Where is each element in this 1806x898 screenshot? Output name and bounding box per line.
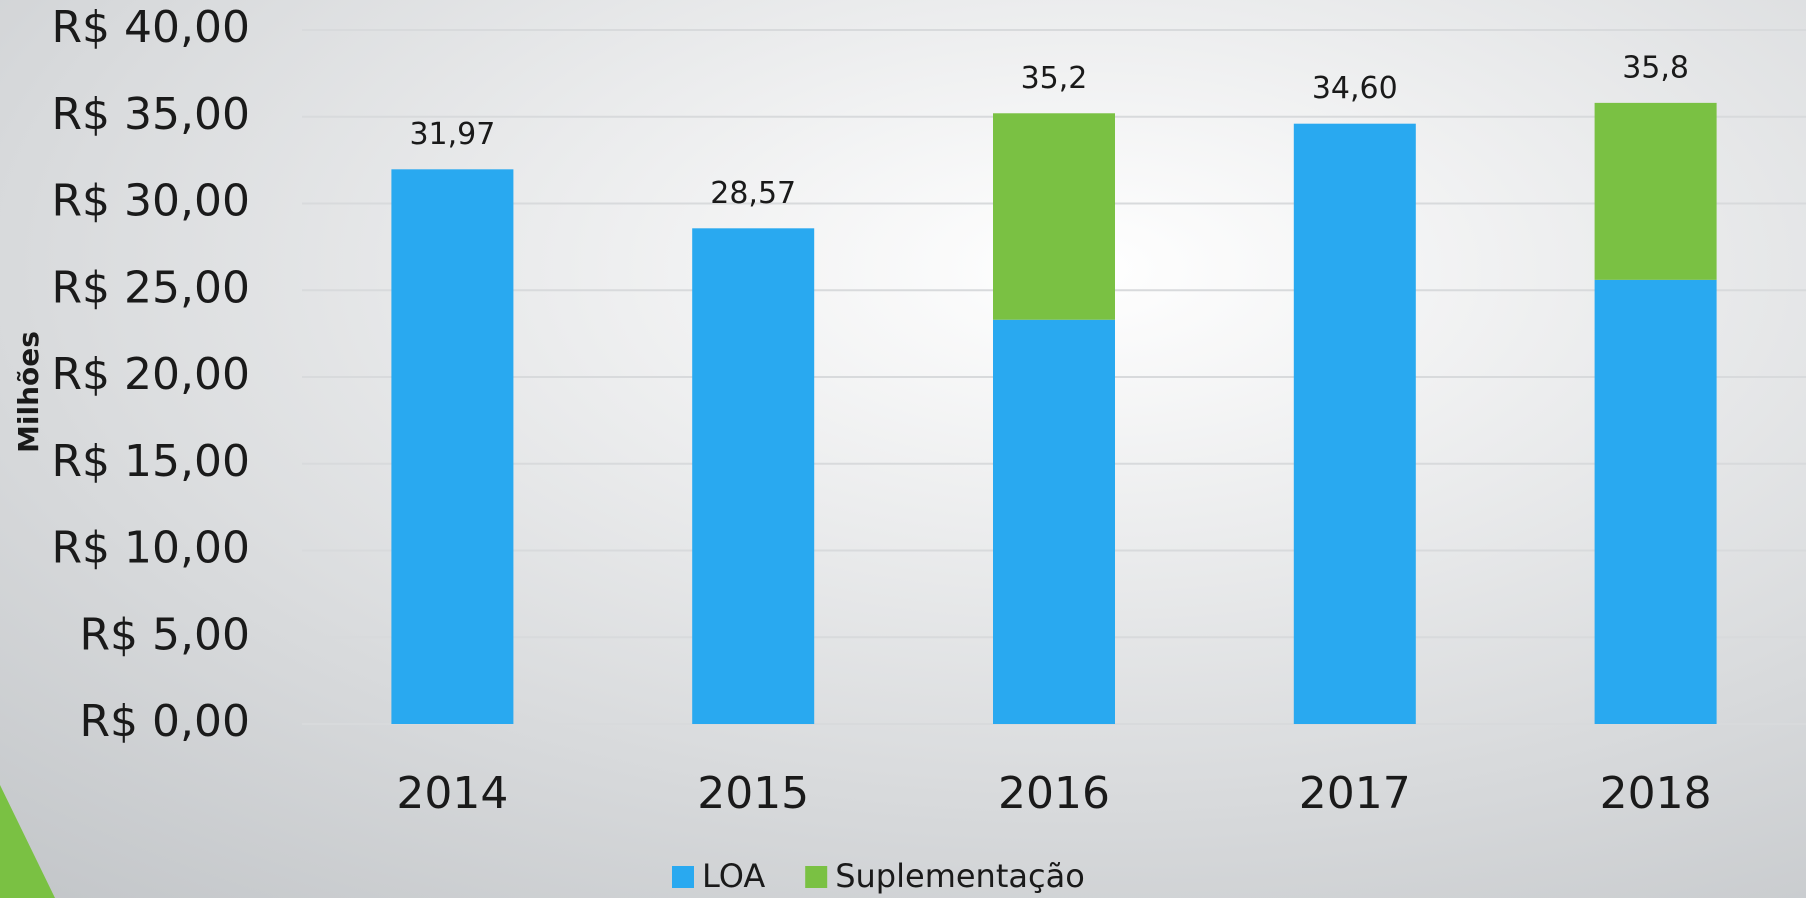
x-tick-label: 2014 [396,768,508,819]
y-axis-label: Milhões [12,331,45,453]
total-label: 35,2 [1021,61,1088,96]
total-label: 35,8 [1622,50,1689,85]
bar-segment [1594,102,1717,280]
legend-swatch [805,866,828,888]
total-label: 31,97 [409,117,495,152]
bar-segment [1594,279,1717,724]
y-tick-label: R$ 35,00 [51,89,250,140]
y-tick-label: R$ 15,00 [51,436,250,487]
y-tick-label: R$ 25,00 [51,262,250,313]
legend-swatch [672,866,694,888]
total-label: 34,60 [1312,71,1398,106]
y-tick-label: R$ 20,00 [51,349,250,400]
x-tick-label: 2016 [998,768,1110,819]
y-tick-label: R$ 5,00 [79,609,250,660]
y-tick-label: R$ 40,00 [51,2,250,53]
total-label: 28,57 [710,176,796,211]
x-tick-label: 2018 [1600,768,1712,819]
legend-label: Suplementação [835,857,1085,895]
legend-label: LOA [702,857,765,895]
y-tick-label: R$ 10,00 [51,523,250,574]
bar-segment [993,319,1115,724]
x-tick-label: 2017 [1299,768,1411,819]
bar-segment [1293,123,1416,724]
decoration [0,785,55,898]
y-tick-label: R$ 0,00 [79,696,250,747]
bar-segment [993,113,1115,320]
y-tick-label: R$ 30,00 [51,176,250,227]
x-tick-label: 2015 [697,768,809,819]
bar-segment [692,228,815,725]
bar-segment [391,169,514,724]
